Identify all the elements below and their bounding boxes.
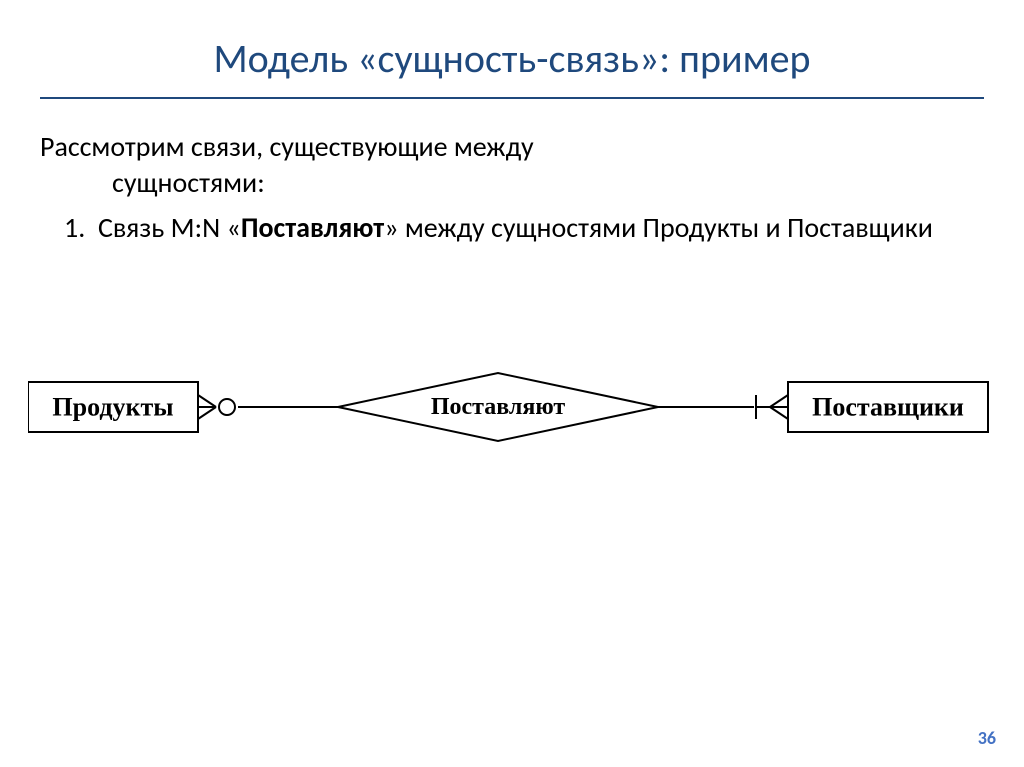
list-num: 1. — [64, 210, 85, 245]
title-rule — [40, 97, 984, 99]
page-title: Модель «сущность-связь»: пример — [40, 34, 984, 83]
er-diagram: Продукты Поставщики Поставляют — [28, 360, 996, 480]
page-number: 36 — [978, 727, 996, 749]
intro-line2: сущностями: — [76, 165, 265, 200]
intro-text: Рассмотрим связи, существующие между сущ… — [40, 129, 984, 202]
list-item-1: 1. Связь М:N «Поставляют» между сущностя… — [40, 210, 984, 246]
list-text-before: Связь М:N « — [98, 210, 241, 245]
list-text-after: » между сущностями Продукты и Поставщики — [384, 210, 933, 245]
intro-line1: Рассмотрим связи, существующие между — [40, 129, 534, 164]
slide: Модель «сущность-связь»: пример Рассмотр… — [0, 0, 1024, 767]
svg-text:Продукты: Продукты — [52, 393, 173, 422]
svg-text:Поставляют: Поставляют — [431, 394, 566, 420]
svg-text:Поставщики: Поставщики — [812, 393, 964, 422]
list-bold: Поставляют — [241, 210, 384, 245]
body-text: Рассмотрим связи, существующие между сущ… — [40, 129, 984, 246]
